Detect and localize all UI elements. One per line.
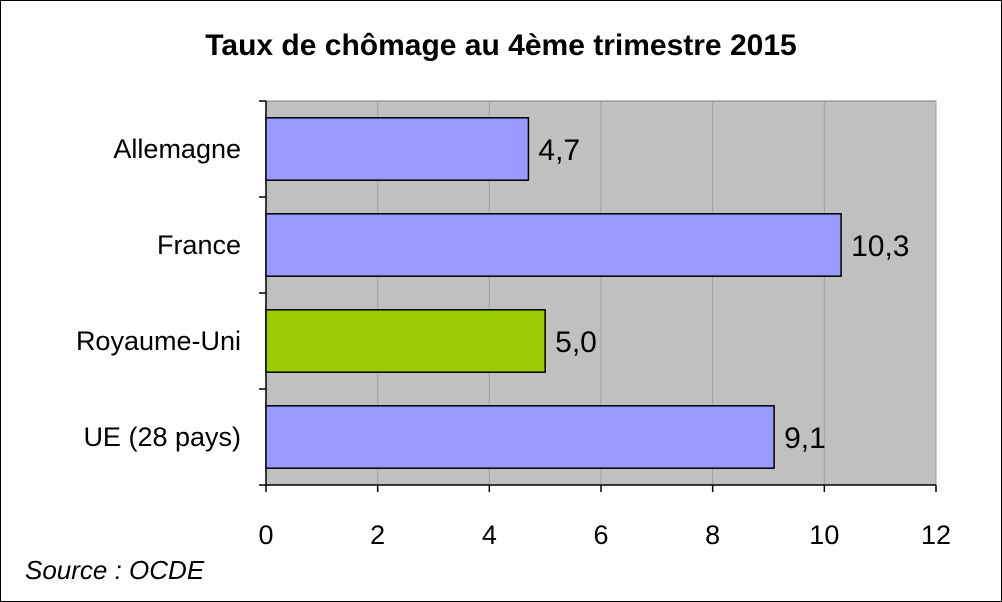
- category-label: Royaume-Uni: [76, 326, 241, 356]
- category-label: Allemagne: [113, 134, 241, 164]
- x-tick-label: 2: [370, 520, 385, 550]
- x-tick-label: 8: [705, 520, 720, 550]
- category-label: France: [157, 230, 241, 260]
- chart-title: Taux de chômage au 4ème trimestre 2015: [205, 29, 797, 62]
- x-tick-label: 10: [809, 520, 839, 550]
- data-label: 5,0: [555, 326, 597, 359]
- data-label: 4,7: [538, 134, 580, 167]
- x-tick-label: 6: [593, 520, 608, 550]
- x-tick-label: 0: [258, 520, 273, 550]
- chart-source: Source : OCDE: [25, 555, 205, 585]
- x-tick-label: 4: [482, 520, 497, 550]
- bar: [265, 213, 842, 277]
- bar: [265, 117, 530, 181]
- bar: [265, 405, 775, 469]
- category-label: UE (28 pays): [83, 422, 241, 452]
- data-label: 10,3: [851, 230, 909, 263]
- x-tick-label: 12: [921, 520, 951, 550]
- bar: [265, 309, 546, 373]
- data-label: 9,1: [784, 422, 826, 455]
